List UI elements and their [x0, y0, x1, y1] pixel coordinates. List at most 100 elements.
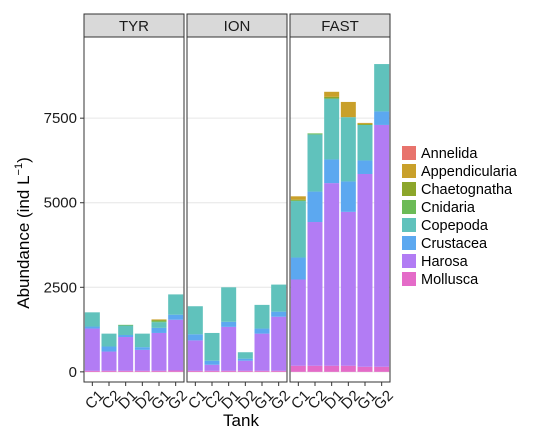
bar-tyr-d1-copepoda [118, 325, 134, 335]
bar-fast-g1-crustacea [357, 160, 373, 174]
bar-tyr-g2-copepoda [168, 294, 184, 315]
bar-tyr-c2-copepoda [101, 333, 117, 347]
y-tick-label-5000: 5000 [44, 195, 77, 212]
bar-ion-c1-crustacea [187, 334, 203, 341]
legend-item-annelida: Annelida [402, 146, 478, 162]
bar-ion-d1-harosa [221, 326, 237, 371]
bar-tyr-d1-mollusca [118, 370, 134, 372]
bar-ion-g1-mollusca [254, 370, 270, 372]
bar-tyr-g2-crustacea [168, 314, 184, 320]
legend-item-copepoda: Copepoda [402, 218, 489, 234]
bar-ion-c2-harosa [204, 364, 220, 371]
bar-tyr-c1-crustacea [84, 326, 100, 329]
bar-fast-d2-crustacea [340, 181, 356, 212]
facet-panels: TYRC1C2D1D2G1G2IONC1C2D1D2G1G2FASTC1C2D1… [82, 13, 397, 413]
bar-ion-g2-mollusca [271, 370, 287, 372]
bar-ion-d1-crustacea [221, 321, 237, 327]
bar-fast-c1-harosa [290, 279, 306, 366]
bar-fast-c1-crustacea [290, 257, 306, 280]
bar-tyr-g1-mollusca [151, 370, 167, 372]
legend-key-annelida [402, 146, 416, 160]
bar-fast-d2-appendicularia [340, 101, 356, 118]
bar-ion-d1-copepoda [221, 287, 237, 322]
bar-ion-g2-crustacea [271, 311, 287, 317]
legend-label-cnidaria: Cnidaria [421, 200, 476, 216]
bar-ion-d2-crustacea [237, 358, 253, 361]
legend-key-harosa [402, 254, 416, 268]
panel-border-fast [289, 36, 391, 383]
bar-fast-g2-harosa [374, 124, 390, 367]
bar-fast-d1-appendicularia [324, 91, 340, 97]
bar-tyr-d1-harosa [118, 337, 134, 371]
x-axis-title: Tank [223, 411, 259, 430]
bar-fast-d2-harosa [340, 211, 356, 366]
bar-tyr-g1-crustacea [151, 327, 167, 333]
bar-ion-g1-crustacea [254, 328, 270, 334]
bar-fast-g1-copepoda [357, 124, 373, 161]
bar-fast-c2-cnidaria [307, 133, 323, 135]
legend-key-mollusca [402, 272, 416, 286]
bar-tyr-d2-copepoda [134, 333, 150, 348]
bar-tyr-g2-harosa [168, 319, 184, 371]
y-tick-label-2500: 2500 [44, 279, 77, 296]
y-axis-title-main: Abundance (ind L [14, 175, 33, 308]
bar-tyr-c2-harosa [101, 351, 117, 371]
panel-border-tyr [83, 36, 185, 383]
legend-item-chaetognatha: Chaetognatha [402, 182, 513, 198]
bar-fast-d1-crustacea [324, 159, 340, 184]
y-axis-title: Abundance (ind L−1) [13, 157, 33, 309]
legend-item-cnidaria: Cnidaria [402, 200, 476, 216]
bar-fast-c2-harosa [307, 222, 323, 366]
legend-item-mollusca: Mollusca [402, 272, 479, 288]
bar-fast-c1-appendicularia [290, 196, 306, 200]
y-tick-label-0: 0 [69, 364, 77, 381]
legend: Annelida Appendicularia Chaetognatha Cnidar… [402, 146, 518, 288]
bar-fast-d1-chaetognatha [324, 96, 340, 99]
bar-ion-c1-mollusca [187, 370, 203, 372]
legend-key-chaetognatha [402, 182, 416, 196]
legend-key-cnidaria [402, 200, 416, 214]
bar-tyr-g2-mollusca [168, 370, 184, 372]
legend-label-chaetognatha: Chaetognatha [421, 182, 513, 198]
x-tick-label-fast-g2: G2 [371, 387, 397, 413]
bar-tyr-c2-crustacea [101, 346, 117, 352]
y-axis-title-close: ) [14, 157, 33, 163]
bar-ion-c2-copepoda [204, 332, 220, 361]
bar-fast-c1-cnidaria [290, 200, 306, 202]
panel-background-ion [187, 37, 287, 382]
bar-ion-c2-crustacea [204, 360, 220, 365]
bar-ion-g1-copepoda [254, 304, 270, 329]
bar-fast-g1-appendicularia [357, 122, 373, 124]
facet-label-fast: FAST [321, 18, 359, 35]
legend-key-crustacea [402, 236, 416, 250]
bar-ion-d2-mollusca [237, 370, 253, 372]
facet-label-tyr: TYR [119, 18, 149, 35]
y-tick-label-7500: 7500 [44, 110, 77, 127]
bar-ion-c1-harosa [187, 340, 203, 371]
y-axis: 0 2500 5000 7500 [44, 110, 84, 381]
bar-fast-g2-mollusca [374, 366, 390, 372]
bar-tyr-d2-mollusca [134, 370, 150, 372]
bar-fast-c2-crustacea [307, 191, 323, 223]
legend-label-mollusca: Mollusca [421, 272, 479, 288]
legend-label-harosa: Harosa [421, 254, 469, 270]
bar-ion-d2-copepoda [237, 352, 253, 359]
legend-label-appendicularia: Appendicularia [421, 164, 518, 180]
bar-tyr-d1-cnidaria [118, 324, 134, 326]
bar-fast-d1-copepoda [324, 98, 340, 160]
panel-border-ion [186, 36, 288, 383]
facet-label-ion: ION [224, 18, 251, 35]
bar-tyr-g1-chaetognatha [151, 320, 167, 322]
bar-fast-c1-mollusca [290, 365, 306, 372]
bar-fast-c1-chaetognatha [290, 199, 306, 201]
y-axis-title-superscript: −1 [13, 163, 25, 176]
legend-item-harosa: Harosa [402, 254, 469, 270]
bar-fast-g2-copepoda [374, 64, 390, 112]
bar-fast-c1-copepoda [290, 201, 306, 258]
bar-fast-c2-mollusca [307, 365, 323, 372]
legend-label-copepoda: Copepoda [421, 218, 489, 234]
